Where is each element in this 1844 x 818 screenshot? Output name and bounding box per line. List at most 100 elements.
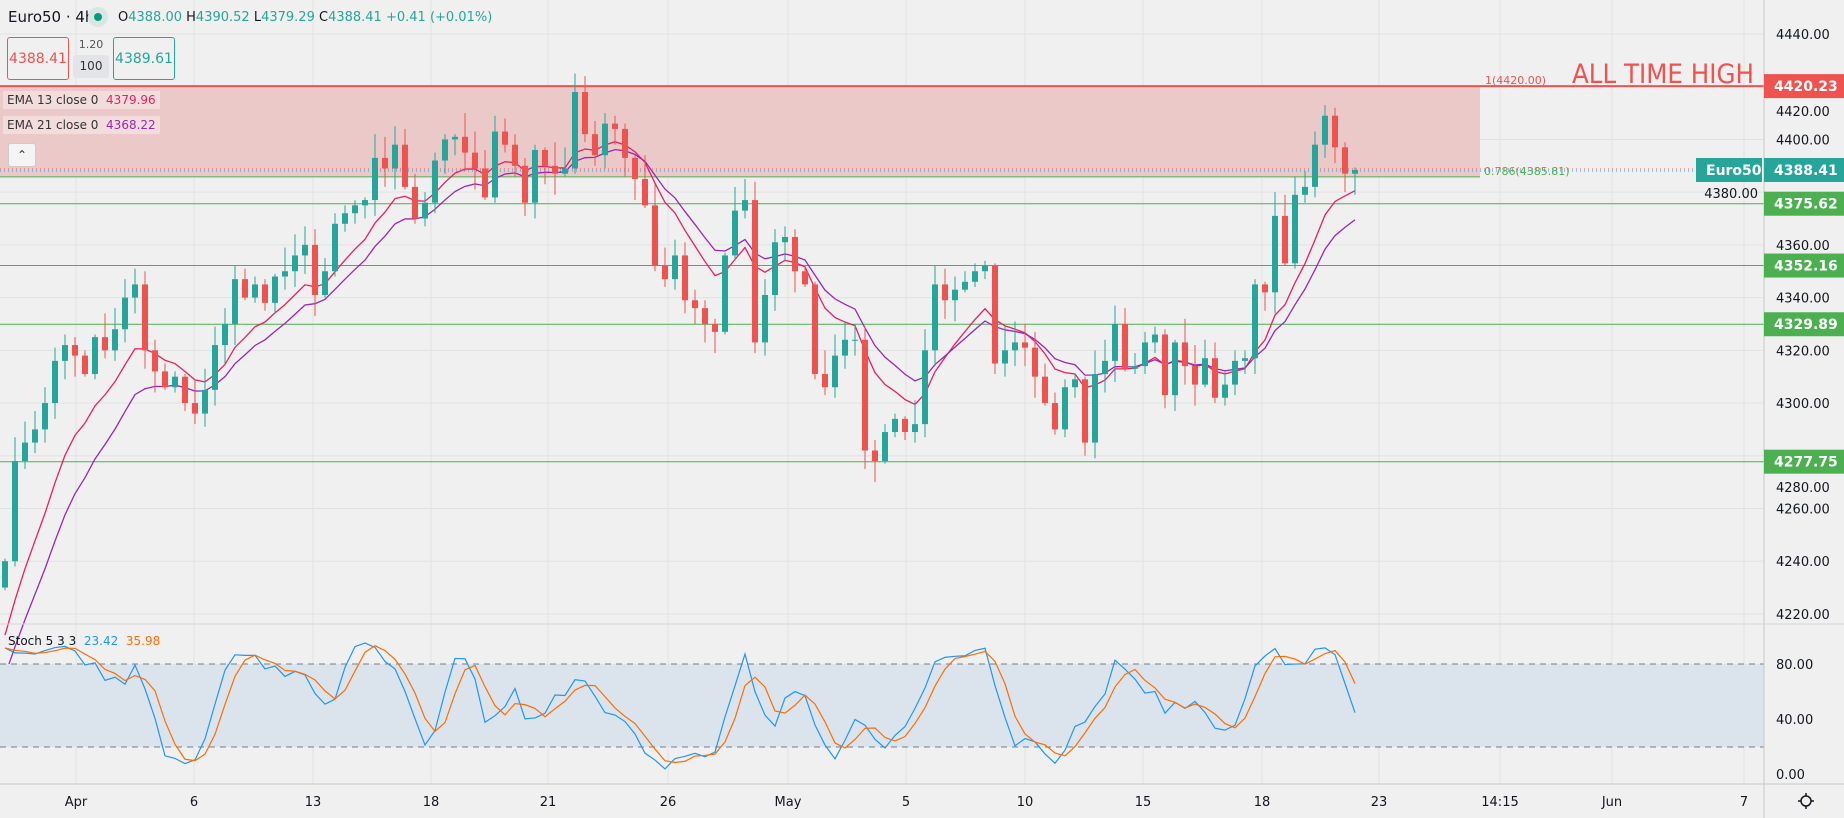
candle-body [1012,342,1018,351]
candle-body [382,157,388,169]
candle [112,308,118,361]
price-tag-label: 4375.62 [1774,197,1838,213]
candle-body [1182,342,1188,367]
candle-body [142,284,148,351]
stoch-legend[interactable]: Stoch 5 3 3 23.42 35.98 [8,634,160,648]
price-tick: 4440.00 [1776,28,1830,43]
candle-body [242,279,248,298]
ema-lines [4,141,1356,676]
candle [292,234,298,288]
candle [12,437,18,567]
candle [912,400,918,443]
price-tag-label: 4388.41 [1774,163,1838,179]
candle-body [812,284,818,375]
candle-body [912,424,918,433]
fib-zone[interactable] [0,86,1480,177]
candle-body [1342,147,1348,174]
candle [2,558,8,591]
candle-body [412,186,418,219]
ath-annotation[interactable]: ALL TIME HIGH [1572,59,1754,90]
candle-body [562,168,568,174]
candle [1282,194,1288,266]
candle [192,379,198,425]
chevron-up-icon[interactable]: ⌃ [8,143,36,167]
sell-button[interactable]: 4388.41 [7,37,69,80]
candle-body [902,418,908,433]
stoch-axis[interactable]: 80.00 40.00 0.00 [1776,658,1813,783]
candle [702,300,708,343]
candle-body [542,149,548,166]
candle-body [312,244,318,295]
price-axis[interactable]: 4440.00 4420.00 4400.00 4380.00 4360.00 4340.… [1704,28,1830,623]
candle-body [592,134,598,156]
price-tick: 4260.00 [1776,502,1830,517]
time-label: 14:15 [1481,795,1518,810]
candle [652,184,658,272]
candle-body [532,149,538,203]
candle [1022,323,1028,367]
candle-body [962,281,968,290]
candle [222,308,228,364]
candle [842,321,848,369]
candle [662,247,668,288]
candle-body [62,345,68,361]
candle-body [872,450,878,462]
candle [462,113,468,172]
stoch-tick: 80.00 [1776,658,1813,673]
candle-body [492,131,498,198]
candle-body [162,371,168,388]
time-label: 23 [1371,795,1388,810]
price-tick: 4360.00 [1776,239,1830,254]
candle [1082,376,1088,456]
candle [432,152,438,214]
candle [562,147,568,177]
time-label: 13 [305,795,322,810]
time-label: 6 [190,795,198,810]
ema21-legend[interactable]: EMA 21 close 0 4368.22 [3,116,160,134]
candle-body [682,255,688,301]
fib-786-label: 0.786(4385.81) [1484,165,1570,178]
quantity-input[interactable]: 100 [73,55,109,78]
candle [92,334,98,380]
price-tick: 4280.00 [1776,481,1830,496]
candle [1322,105,1328,158]
stoch-lines [4,642,1356,770]
symbol-title[interactable]: Euro50 · 4h [8,8,95,26]
candle-body [1122,323,1128,369]
candle-body [1232,360,1238,385]
candle-body [1032,347,1038,377]
candle-body [332,223,338,272]
candle [642,155,648,208]
candle [812,281,818,380]
candle [982,260,988,280]
price-tick: 4300.00 [1776,397,1830,412]
candle-body [52,360,58,404]
candle [972,263,978,288]
candle-body [1022,342,1028,348]
candle-body [982,265,988,272]
ema13-legend[interactable]: EMA 13 close 0 4379.96 [3,91,160,109]
candle-body [1092,374,1098,443]
price-tick: 4220.00 [1776,608,1830,623]
candle [472,131,478,190]
candle [312,229,318,317]
candle [1112,305,1118,382]
time-axis[interactable]: Apr 6 13 18 21 26 May 5 10 15 18 23 14:15 Jun 7 [65,795,1748,810]
candle-body [1102,360,1108,375]
candle [1132,352,1138,375]
price-tick: 4240.00 [1776,555,1830,570]
candle-body [282,271,288,277]
ema13-label: EMA 13 close 0 [7,93,99,107]
candle [962,271,968,293]
candle-body [1272,215,1278,293]
candle [852,323,858,356]
candle [832,334,838,398]
candle-body [22,442,28,462]
candle [1232,350,1238,396]
candle [882,424,888,464]
gear-icon[interactable] [1798,793,1814,809]
candle [72,337,78,377]
candle-body [172,376,178,388]
buy-button[interactable]: 4389.61 [113,37,175,80]
